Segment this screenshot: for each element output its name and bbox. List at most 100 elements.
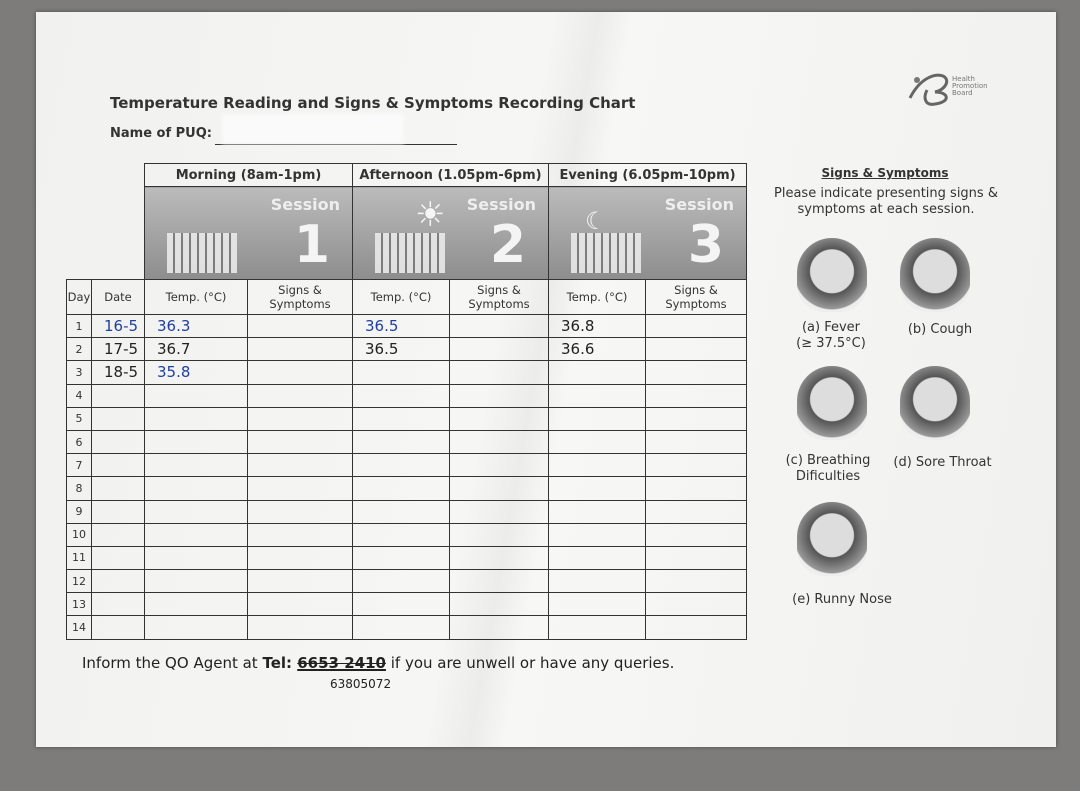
temperature-cell[interactable] — [144, 383, 248, 408]
symptoms-cell[interactable] — [247, 569, 353, 594]
temperature-cell[interactable] — [144, 499, 248, 524]
date-cell[interactable] — [91, 592, 145, 617]
temperature-cell[interactable] — [144, 476, 248, 501]
symptoms-cell[interactable] — [449, 615, 549, 640]
symptoms-cell[interactable] — [645, 615, 747, 640]
temperature-cell[interactable] — [548, 569, 646, 594]
symptoms-cell[interactable] — [449, 406, 549, 431]
temperature-cell[interactable] — [144, 592, 248, 617]
date-cell[interactable] — [91, 429, 145, 455]
date-cell[interactable] — [91, 522, 145, 547]
symptoms-cell[interactable] — [645, 337, 747, 362]
symptoms-cell[interactable] — [645, 313, 747, 339]
symptoms-cell[interactable] — [247, 360, 353, 385]
symptoms-cell[interactable] — [645, 453, 747, 478]
date-cell[interactable] — [91, 383, 145, 408]
symptoms-cell[interactable] — [645, 476, 747, 501]
symptoms-cell[interactable] — [645, 522, 747, 547]
temperature-cell[interactable] — [548, 499, 646, 524]
symptoms-cell[interactable] — [449, 522, 549, 547]
symptoms-cell[interactable] — [247, 522, 353, 547]
day-cell[interactable]: 8 — [66, 476, 92, 501]
day-cell[interactable]: 13 — [66, 592, 92, 617]
temperature-cell[interactable] — [352, 499, 450, 524]
symptoms-cell[interactable] — [247, 406, 353, 431]
symptoms-cell[interactable] — [645, 429, 747, 455]
temperature-cell[interactable]: 36.5 — [352, 337, 450, 362]
symptoms-cell[interactable] — [645, 406, 747, 431]
temperature-cell[interactable] — [352, 592, 450, 617]
symptoms-cell[interactable] — [449, 476, 549, 501]
temperature-cell[interactable] — [352, 406, 450, 431]
day-cell[interactable]: 7 — [66, 453, 92, 478]
symptoms-cell[interactable] — [247, 313, 353, 339]
day-cell[interactable]: 3 — [66, 360, 92, 385]
date-cell[interactable] — [91, 615, 145, 640]
temperature-cell[interactable] — [352, 569, 450, 594]
symptoms-cell[interactable] — [449, 383, 549, 408]
day-cell[interactable]: 10 — [66, 522, 92, 547]
day-cell[interactable]: 4 — [66, 383, 92, 408]
symptoms-cell[interactable] — [645, 569, 747, 594]
symptoms-cell[interactable] — [449, 313, 549, 339]
day-cell[interactable]: 9 — [66, 499, 92, 524]
symptoms-cell[interactable] — [449, 592, 549, 617]
day-cell[interactable]: 12 — [66, 569, 92, 594]
date-cell[interactable]: 16-5 — [91, 313, 145, 339]
temperature-cell[interactable]: 36.3 — [144, 313, 248, 339]
temperature-cell[interactable] — [548, 453, 646, 478]
symptoms-cell[interactable] — [449, 429, 549, 455]
temperature-cell[interactable] — [352, 615, 450, 640]
temperature-cell[interactable] — [144, 453, 248, 478]
temperature-cell[interactable] — [352, 522, 450, 547]
symptoms-cell[interactable] — [247, 499, 353, 524]
temperature-cell[interactable]: 36.8 — [548, 313, 646, 339]
symptoms-cell[interactable] — [247, 337, 353, 362]
symptoms-cell[interactable] — [449, 453, 549, 478]
date-cell[interactable] — [91, 499, 145, 524]
date-cell[interactable]: 18-5 — [91, 360, 145, 385]
day-cell[interactable]: 11 — [66, 545, 92, 571]
temperature-cell[interactable] — [144, 406, 248, 431]
temperature-cell[interactable] — [548, 383, 646, 408]
temperature-cell[interactable]: 36.5 — [352, 313, 450, 339]
day-cell[interactable]: 6 — [66, 429, 92, 455]
date-cell[interactable]: 17-5 — [91, 337, 145, 362]
day-cell[interactable]: 1 — [66, 313, 92, 339]
day-cell[interactable]: 2 — [66, 337, 92, 362]
temperature-cell[interactable] — [144, 522, 248, 547]
symptoms-cell[interactable] — [645, 360, 747, 385]
symptoms-cell[interactable] — [247, 545, 353, 571]
temperature-cell[interactable] — [144, 615, 248, 640]
date-cell[interactable] — [91, 569, 145, 594]
symptoms-cell[interactable] — [449, 569, 549, 594]
temperature-cell[interactable]: 36.6 — [548, 337, 646, 362]
symptoms-cell[interactable] — [247, 383, 353, 408]
symptoms-cell[interactable] — [247, 476, 353, 501]
temperature-cell[interactable] — [548, 615, 646, 640]
temperature-cell[interactable] — [548, 406, 646, 431]
symptoms-cell[interactable] — [449, 545, 549, 571]
temperature-cell[interactable] — [352, 383, 450, 408]
temperature-cell[interactable] — [548, 360, 646, 385]
temperature-cell[interactable] — [352, 429, 450, 455]
symptoms-cell[interactable] — [449, 337, 549, 362]
symptoms-cell[interactable] — [247, 592, 353, 617]
temperature-cell[interactable]: 35.8 — [144, 360, 248, 385]
temperature-cell[interactable] — [144, 569, 248, 594]
symptoms-cell[interactable] — [645, 383, 747, 408]
date-cell[interactable] — [91, 453, 145, 478]
symptoms-cell[interactable] — [247, 453, 353, 478]
symptoms-cell[interactable] — [645, 499, 747, 524]
symptoms-cell[interactable] — [247, 429, 353, 455]
temperature-cell[interactable] — [352, 360, 450, 385]
temperature-cell[interactable] — [352, 545, 450, 571]
temperature-cell[interactable]: 36.7 — [144, 337, 248, 362]
date-cell[interactable] — [91, 406, 145, 431]
temperature-cell[interactable] — [352, 476, 450, 501]
temperature-cell[interactable] — [548, 545, 646, 571]
date-cell[interactable] — [91, 545, 145, 571]
symptoms-cell[interactable] — [247, 615, 353, 640]
temperature-cell[interactable] — [144, 429, 248, 455]
day-cell[interactable]: 14 — [66, 615, 92, 640]
